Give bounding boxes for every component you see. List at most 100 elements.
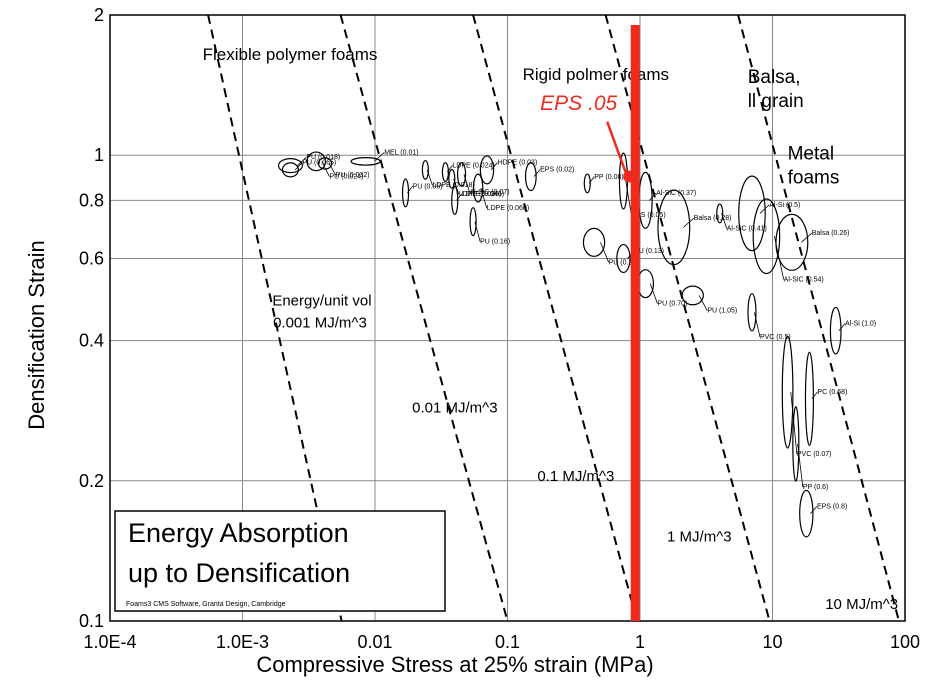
energy-contour-label: 0.01 MJ/m^3 — [412, 400, 497, 417]
group-label: foams — [788, 167, 840, 188]
material-bubble — [716, 203, 724, 224]
eps-highlight: EPS .05 — [540, 25, 640, 621]
material-leader — [588, 176, 595, 184]
material-label: PU (0.70) — [657, 301, 687, 308]
material-label: PU (0.13) — [634, 248, 664, 255]
group-label: ll grain — [748, 91, 804, 112]
material-bubble — [441, 162, 450, 182]
y-tick-label: 2 — [94, 5, 104, 25]
y-tick-label: 0.4 — [79, 331, 104, 351]
material-leader — [480, 187, 488, 209]
material-leader — [328, 163, 337, 176]
material-label: LDPE (0.035) — [459, 191, 501, 198]
y-tick-label: 0.1 — [79, 611, 104, 631]
material-bubble — [752, 198, 781, 275]
material-bubbles: PU (0.018)PU (0.024)PU (0.065)PU (0.032)… — [277, 149, 876, 538]
material-label: HDPE (0.03) — [498, 160, 538, 167]
material-label: Balsa (0.26) — [812, 230, 850, 237]
material-leader — [753, 312, 761, 338]
material-bubble — [472, 173, 484, 203]
plot-frame — [109, 14, 906, 622]
material-leader — [453, 178, 460, 195]
material-leader — [294, 162, 303, 171]
material-label: PU (0.30) — [609, 259, 639, 266]
material-label: PP (0.6) — [803, 484, 829, 491]
material-bubble — [616, 243, 631, 274]
material-label: LDPE (0.024) — [452, 162, 494, 169]
material-leader — [811, 391, 818, 400]
material-label: Al-Si (1.0) — [845, 321, 876, 328]
eps-highlight-marker — [623, 170, 636, 183]
material-leader — [698, 295, 708, 311]
material-label: PC (0.68) — [817, 389, 847, 396]
energy-contour-label: Energy/unit vol — [272, 292, 371, 309]
material-label: PP (0.08) — [594, 174, 623, 181]
material-bubble — [792, 406, 800, 482]
material-leader — [625, 181, 632, 216]
material-bubble — [306, 151, 327, 172]
material-bubble — [738, 175, 766, 252]
material-bubble — [281, 162, 299, 178]
group-label: Metal — [788, 143, 834, 164]
material-leader — [490, 162, 498, 171]
y-tick-label: 0.6 — [79, 249, 104, 269]
group-label: Rigid polmer foams — [523, 65, 669, 84]
material-leader — [426, 169, 433, 186]
material-leader — [374, 152, 385, 162]
material-bubble — [421, 159, 429, 180]
y-axis-title: Densification Strain — [24, 240, 49, 430]
material-label: EPS (0.02) — [540, 166, 574, 173]
material-label: PU (1.05) — [707, 308, 737, 315]
energy-contour-label: 0.1 MJ/m^3 — [537, 468, 614, 485]
material-label: PU (0.024) — [329, 174, 363, 181]
material-label: Al-SiC (0.54) — [784, 276, 824, 283]
x-tick-label: 1.0E-4 — [83, 632, 136, 652]
material-leader — [759, 204, 770, 214]
material-leader — [838, 323, 846, 331]
eps-highlight-leader — [606, 121, 629, 177]
material-label: Al-SiC (0.07) — [470, 189, 510, 196]
material-leader — [407, 186, 413, 194]
material-leader — [463, 174, 470, 193]
energy-contour-label: 0.001 MJ/m^3 — [273, 314, 367, 331]
material-leader — [649, 283, 658, 304]
material-bubble — [775, 213, 809, 271]
material-bubble — [681, 285, 704, 306]
energy-contour-label: 10 MJ/m^3 — [825, 596, 898, 613]
material-bubble — [524, 161, 537, 192]
material-bubble — [451, 185, 459, 215]
material-label: EPS (0.8) — [817, 503, 847, 510]
material-leader — [474, 221, 481, 242]
material-label: PVC (0.5) — [760, 334, 791, 341]
material-bubble — [747, 293, 757, 332]
energy-contours: Energy/unit vol 0.001 MJ/m^3 0.01 MJ/m^3 0.… — [207, 14, 900, 622]
title-box: Energy Absorption up to Densification Fo… — [114, 510, 446, 612]
material-bubble — [829, 306, 842, 355]
material-bubble — [479, 155, 495, 185]
material-label: LDPE (0.060) — [487, 205, 529, 212]
material-bubble — [317, 157, 333, 170]
energy-contour-label: 1 MJ/m^3 — [667, 529, 732, 546]
group-label: Balsa, — [748, 67, 801, 88]
x-tick-label: 1.0E-3 — [216, 632, 269, 652]
material-label: PVC (0.07) — [797, 451, 832, 458]
material-leader — [649, 192, 657, 201]
x-tick-label: 100 — [890, 632, 920, 652]
y-tick-labels: 0.1 0.2 0.4 0.6 0.8 1 2 — [79, 5, 104, 631]
material-label: Al-SiC (0.41) — [727, 226, 767, 233]
x-tick-labels: 1.0E-4 1.0E-3 0.01 0.1 1 10 100 — [83, 632, 920, 652]
x-tick-label: 0.1 — [495, 632, 520, 652]
material-bubble — [469, 207, 477, 237]
material-bubble — [799, 489, 814, 538]
x-tick-label: 10 — [762, 632, 782, 652]
material-bubble — [277, 158, 303, 174]
group-labels: Flexible polymer foams Rigid polmer foams… — [203, 45, 840, 188]
material-bubble — [583, 173, 591, 194]
material-bubble — [582, 227, 606, 257]
material-leader — [456, 193, 463, 201]
material-label: PU (0.16) — [480, 239, 510, 246]
material-leader — [297, 156, 307, 166]
material-label: PU (0.032) — [336, 172, 370, 179]
material-leader — [721, 213, 728, 229]
